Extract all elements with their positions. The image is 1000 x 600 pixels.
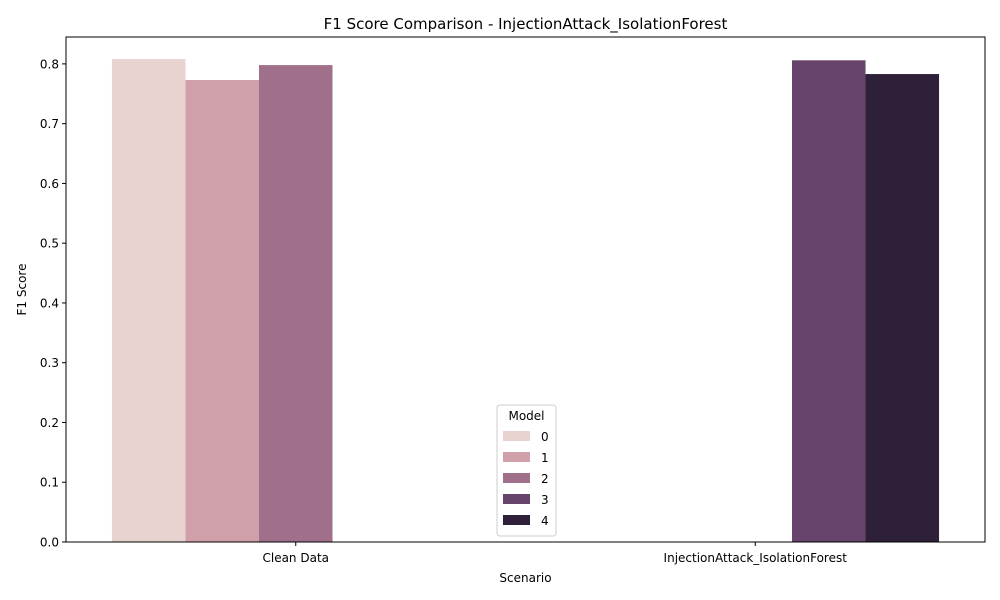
- legend-swatch-2: [503, 473, 530, 483]
- legend: Model 0 1 2 3 4: [496, 404, 557, 537]
- bar-model-3-1: [792, 60, 866, 543]
- legend-title: Model: [508, 409, 544, 423]
- y-tick-label: 0.4: [40, 296, 59, 310]
- bar-model-0-0: [111, 59, 186, 543]
- legend-swatch-1: [503, 452, 530, 462]
- legend-label-3: 3: [541, 493, 549, 507]
- plot-area: [111, 59, 940, 543]
- y-axis-label: F1 Score: [15, 264, 29, 316]
- legend-swatch-3: [503, 494, 530, 504]
- x-tick-label: InjectionAttack_IsolationForest: [664, 551, 848, 565]
- x-axis: Clean Data InjectionAttack_IsolationFores…: [262, 542, 847, 565]
- chart-title: F1 Score Comparison - InjectionAttack_Is…: [324, 15, 728, 34]
- y-axis: 0.0 0.1 0.2 0.3 0.4 0.5 0.6 0.7 0.8: [40, 57, 66, 550]
- y-tick-label: 0.0: [40, 536, 59, 550]
- legend-label-2: 2: [541, 472, 549, 486]
- bar-model-2-0: [258, 65, 333, 542]
- y-tick-label: 0.5: [40, 237, 59, 251]
- plot-frame: [65, 36, 986, 543]
- y-tick-label: 0.8: [40, 57, 59, 71]
- legend-label-1: 1: [541, 451, 549, 465]
- y-tick-label: 0.6: [40, 177, 59, 191]
- bar-model-4-1: [865, 74, 940, 543]
- legend-swatch-0: [503, 431, 530, 441]
- x-tick-label: Clean Data: [262, 551, 329, 565]
- bar-model-1-0: [185, 80, 259, 542]
- y-tick-label: 0.3: [40, 356, 59, 370]
- x-axis-label: Scenario: [499, 571, 551, 585]
- y-tick-label: 0.7: [40, 117, 59, 131]
- legend-swatch-4: [503, 515, 530, 525]
- y-tick-label: 0.1: [40, 476, 59, 490]
- legend-label-0: 0: [541, 430, 549, 444]
- legend-label-4: 4: [541, 514, 549, 528]
- y-tick-label: 0.2: [40, 416, 59, 430]
